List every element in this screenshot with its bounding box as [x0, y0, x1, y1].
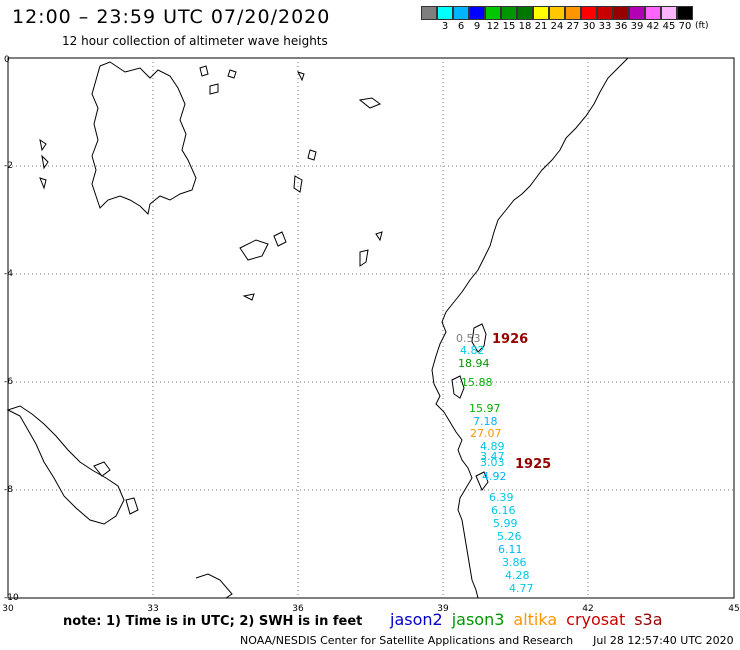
latitude-tick-label: -4	[4, 269, 13, 279]
colorbar-swatch	[581, 6, 597, 20]
colorbar-swatch	[549, 6, 565, 20]
colorbar-label: 21	[534, 21, 548, 32]
colorbar-swatch	[629, 6, 645, 20]
colorbar-swatch	[421, 6, 437, 20]
latitude-tick-label: 0	[4, 55, 10, 65]
colorbar-label: 33	[598, 21, 612, 32]
satellite-legend-jason2: jason2	[390, 610, 443, 629]
pass-time-label: 1925	[515, 457, 551, 472]
satellite-legend-s3a: s3a	[634, 610, 663, 629]
wave-height-label: 6.16	[491, 504, 516, 517]
wave-height-label: 7.18	[473, 415, 498, 428]
map-subtitle: 12 hour collection of altimeter wave hei…	[62, 34, 328, 48]
colorbar-swatch	[677, 6, 693, 20]
colorbar-label: 24	[550, 21, 564, 32]
longitude-tick-label: 39	[437, 604, 449, 614]
wave-height-label: 5.26	[497, 530, 522, 543]
colorbar-label: 39	[630, 21, 644, 32]
wave-height-label: 3.03	[480, 456, 505, 469]
colorbar-label: 45	[662, 21, 676, 32]
satellite-legend-altika: altika	[513, 610, 558, 629]
colorbar-swatch	[485, 6, 501, 20]
colorbar-swatch	[661, 6, 677, 20]
zanzibar-island	[451, 375, 465, 399]
colorbar-swatch	[645, 6, 661, 20]
wave-height-label: 4.89	[480, 440, 505, 453]
satellite-legend-cryosat: cryosat	[566, 610, 626, 629]
colorbar-units: (ft)	[695, 21, 709, 31]
wave-height-label: 4.82	[460, 344, 485, 357]
wave-height-label: 18.94	[458, 357, 490, 370]
coastlines	[6, 57, 629, 599]
latitude-ticks: 0 -2 -4 -6 -8 -10	[4, 55, 19, 603]
colorbar-swatch	[469, 6, 485, 20]
colorbar-label: 15	[502, 21, 516, 32]
longitude-tick-label: 42	[582, 604, 593, 614]
colorbar-label: 18	[518, 21, 532, 32]
wave-height-label: 3.47	[480, 450, 505, 463]
colorbar-swatch	[437, 6, 453, 20]
map-frame	[7, 57, 735, 599]
colorbar-label: 9	[473, 21, 481, 32]
satellite-legend: jason2 jason3 altika cryosat s3a	[390, 610, 672, 629]
colorbar-swatch	[501, 6, 517, 20]
colorbar-swatch	[597, 6, 613, 20]
colorbar-label: 70	[678, 21, 692, 32]
wave-height-colorbar	[421, 6, 693, 20]
wave-height-label: 0.53	[456, 332, 481, 345]
east-africa-coastline	[431, 57, 629, 599]
colorbar-label: 3	[441, 21, 449, 32]
generated-timestamp: Jul 28 12:57:40 UTC 2020	[593, 634, 734, 647]
latitude-tick-label: -2	[4, 161, 13, 171]
wave-height-label: 5.99	[493, 517, 518, 530]
mafia-island	[475, 471, 489, 491]
colorbar-swatch	[613, 6, 629, 20]
map-title: 12:00 – 23:59 UTC 07/20/2020	[12, 6, 331, 28]
colorbar-label: 27	[566, 21, 580, 32]
satellite-legend-jason3: jason3	[451, 610, 505, 629]
colorbar-swatch	[517, 6, 533, 20]
credit-line: NOAA/NESDIS Center for Satellite Applica…	[240, 634, 734, 647]
pass-time-label: 1926	[492, 332, 528, 347]
colorbar-label: 6	[457, 21, 465, 32]
wave-height-label: 3.86	[502, 556, 527, 569]
longitude-tick-label: 36	[292, 604, 304, 614]
pass-time-labels: 1926 1925	[492, 332, 551, 472]
graticule	[8, 58, 734, 598]
colorbar-labels: 3 6 9 12 15 18 21 24 27 30 33 36 39 42 45 70 (ft)	[421, 21, 709, 32]
wave-height-label: 15.97	[469, 402, 501, 415]
lake-victoria-outline	[91, 61, 197, 216]
colorbar-label: 36	[614, 21, 628, 32]
wave-height-label: 4.77	[509, 582, 534, 595]
colorbar-label: 42	[646, 21, 660, 32]
wave-height-label: 15.88	[461, 376, 493, 389]
longitude-tick-label: 45	[728, 604, 739, 614]
credit-text: NOAA/NESDIS Center for Satellite Applica…	[240, 634, 574, 647]
lake-tanganyika-outline	[6, 405, 125, 525]
wave-height-label: 4.92	[482, 470, 507, 483]
wave-height-label: 6.11	[498, 543, 523, 556]
wave-height-label: 6.39	[489, 491, 514, 504]
latitude-tick-label: -10	[4, 593, 19, 603]
wave-height-label: 27.07	[470, 427, 502, 440]
colorbar-swatch	[453, 6, 469, 20]
longitude-tick-label: 33	[147, 604, 158, 614]
colorbar-label: 30	[582, 21, 596, 32]
latitude-tick-label: -8	[4, 485, 13, 495]
colorbar-label: 12	[486, 21, 500, 32]
longitude-tick-label: 30	[2, 604, 14, 614]
latitude-tick-label: -6	[4, 377, 13, 387]
colorbar-swatch	[533, 6, 549, 20]
pemba-island	[471, 323, 487, 353]
longitude-ticks: 30 33 36 39 42 45	[2, 604, 739, 614]
wave-height-label: 4.28	[505, 569, 530, 582]
colorbar-swatch	[565, 6, 581, 20]
map-note: note: 1) Time is in UTC; 2) SWH is in fe…	[63, 614, 363, 629]
